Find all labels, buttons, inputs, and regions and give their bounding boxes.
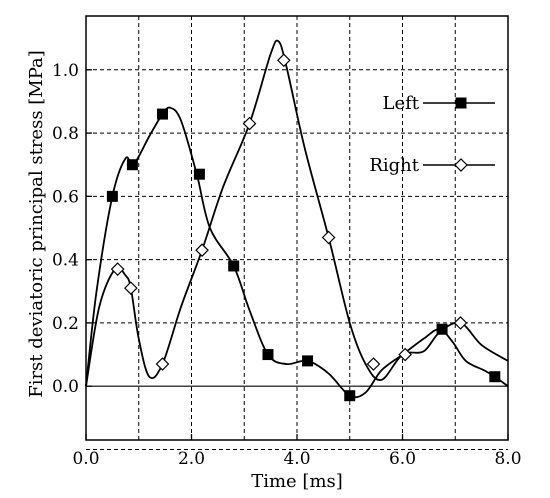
data-point-right	[366, 357, 381, 371]
data-point-right	[321, 230, 336, 245]
x-tick-label: 6.0	[389, 449, 416, 469]
legend: Left Right	[369, 93, 495, 176]
data-point-right	[155, 357, 170, 371]
y-tick-label: 0.8	[52, 124, 79, 144]
legend-item-left: Left	[382, 93, 495, 114]
legend-label: Right	[369, 155, 419, 176]
data-point-right	[453, 316, 468, 330]
series-group	[85, 39, 509, 402]
data-point-left	[156, 108, 168, 120]
legend-marker-right	[454, 158, 468, 172]
data-point-right	[242, 116, 257, 131]
x-axis-title: Time [ms]	[251, 471, 343, 492]
data-point-right	[110, 262, 125, 276]
x-tick-label: 0.0	[72, 449, 99, 469]
data-point-right	[195, 243, 209, 257]
data-point-left	[106, 190, 118, 202]
legend-label: Left	[382, 93, 419, 114]
x-tick-label: 2.0	[178, 449, 205, 469]
data-point-left	[489, 371, 501, 383]
data-point-right	[123, 281, 138, 295]
data-point-left	[262, 349, 274, 361]
y-tick-label: 1.0	[52, 61, 79, 81]
y-tick-label: 0.0	[52, 377, 79, 397]
legend-item-right: Right	[369, 155, 495, 176]
data-point-left	[228, 260, 240, 272]
y-tick-label: 0.2	[52, 314, 79, 334]
series-line-right	[85, 39, 509, 387]
data-point-left	[344, 390, 356, 402]
data-point-right	[398, 347, 412, 362]
data-point-left	[302, 355, 314, 367]
x-tick-label: 8.0	[494, 449, 521, 469]
data-point-right	[276, 53, 291, 68]
series-right	[85, 39, 509, 387]
y-tick-label: 0.4	[52, 251, 79, 271]
legend-marker-left	[455, 97, 467, 109]
data-point-left	[126, 159, 138, 171]
y-axis-title: First deviatoric principal stress [MPa]	[26, 50, 47, 398]
ticks: 0.0 2.0 4.0 6.0 8.0 0.0 0.2 0.4 0.6 0.8 1.0	[52, 61, 522, 469]
y-tick-label: 0.6	[52, 187, 79, 207]
grid	[86, 16, 508, 450]
x-tick-label: 4.0	[283, 449, 310, 469]
data-point-left	[193, 168, 205, 180]
